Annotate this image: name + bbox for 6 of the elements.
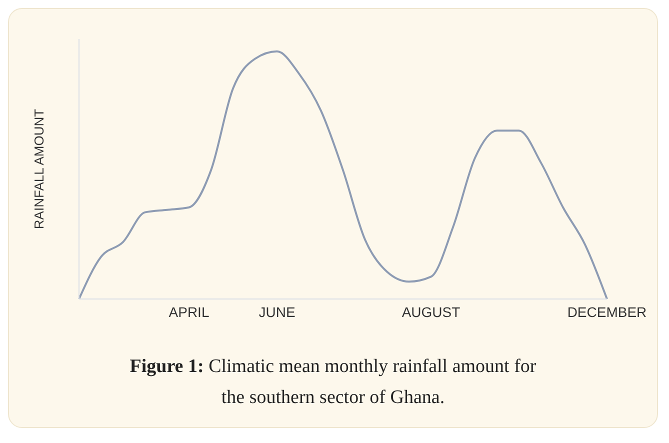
y-axis-title: RAINFALL AMOUNT	[32, 108, 47, 230]
x-tick-label: JUNE	[258, 304, 296, 320]
x-tick-label: APRIL	[168, 304, 210, 320]
x-tick-label: DECEMBER	[567, 304, 647, 320]
caption: Figure 1: Climatic mean monthly rainfall amount for the southern sector of Ghana.	[128, 355, 538, 410]
x-tick-label: AUGUST	[402, 304, 461, 320]
